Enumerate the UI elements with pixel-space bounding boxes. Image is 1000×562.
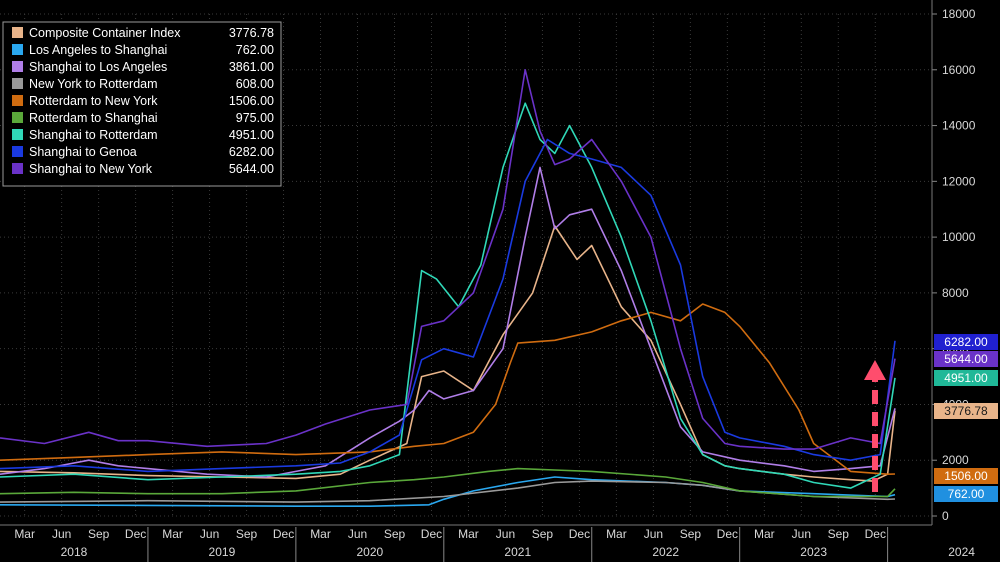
- y-tick-label: 10000: [942, 230, 976, 244]
- legend-swatch-shanghai-to-new-york: [12, 163, 23, 174]
- y-tick-label: 18000: [942, 7, 976, 21]
- series-line-shanghai-to-los-angeles: [0, 166, 896, 478]
- legend-label-shanghai-to-rotterdam: Shanghai to Rotterdam: [29, 128, 158, 142]
- series-line-composite-container-index: [0, 225, 896, 482]
- legend-label-new-york-to-rotterdam: New York to Rotterdam: [29, 77, 158, 91]
- legend-swatch-shanghai-to-rotterdam: [12, 129, 23, 140]
- legend-swatch-rotterdam-to-shanghai: [12, 112, 23, 123]
- legend-label-composite-container-index: Composite Container Index: [29, 26, 181, 40]
- legend-label-shanghai-to-new-york: Shanghai to New York: [29, 162, 153, 176]
- x-tick-label: Dec: [865, 527, 886, 541]
- y-tick-label: 16000: [942, 63, 976, 77]
- x-tick-label: Mar: [14, 527, 35, 541]
- x-tick-label: Sep: [828, 527, 850, 541]
- x-tick-label: Jun: [52, 527, 71, 541]
- x-tick-label: Dec: [421, 527, 442, 541]
- x-tick-label: Jun: [792, 527, 811, 541]
- y-tick-label: 8000: [942, 286, 969, 300]
- x-tick-label: Mar: [754, 527, 775, 541]
- x-tick-label: Jun: [644, 527, 663, 541]
- legend-value-rotterdam-to-shanghai: 975.00: [236, 111, 274, 125]
- legend-value-los-angeles-to-shanghai: 762.00: [236, 43, 274, 57]
- last-value-badges: 6282.00 5644.00 4951.00 3776.78 1506.00 762.0…: [934, 334, 998, 502]
- series-line-shanghai-to-genoa: [0, 138, 896, 473]
- legend-value-shanghai-to-los-angeles: 3861.00: [229, 60, 274, 74]
- legend-value-rotterdam-to-new-york: 1506.00: [229, 94, 274, 108]
- series-lines: [0, 69, 896, 507]
- y-tick-label: 14000: [942, 119, 976, 133]
- legend-swatch-shanghai-to-los-angeles: [12, 61, 23, 72]
- legend-label-shanghai-to-los-angeles: Shanghai to Los Angeles: [29, 60, 167, 74]
- value-badge: [934, 351, 998, 367]
- x-year-label: 2023: [800, 545, 827, 559]
- x-tick-label: Dec: [273, 527, 294, 541]
- legend-swatch-shanghai-to-genoa: [12, 146, 23, 157]
- value-badge-label: 4951.00: [944, 371, 988, 385]
- x-tick-label: Sep: [532, 527, 554, 541]
- legend-value-new-york-to-rotterdam: 608.00: [236, 77, 274, 91]
- x-year-label: 2020: [356, 545, 383, 559]
- y-tick-label: 0: [942, 509, 949, 523]
- x-tick-label: Mar: [458, 527, 479, 541]
- legend-value-shanghai-to-rotterdam: 4951.00: [229, 128, 274, 142]
- x-tick-label: Jun: [348, 527, 367, 541]
- legend-value-composite-container-index: 3776.78: [229, 26, 274, 40]
- x-tick-label: Dec: [569, 527, 590, 541]
- legend-swatch-composite-container-index: [12, 27, 23, 38]
- value-badge-label: 762.00: [948, 487, 985, 501]
- x-year-label: 2019: [209, 545, 236, 559]
- x-tick-label: Mar: [162, 527, 183, 541]
- legend-box: [2, 21, 282, 187]
- value-badge-label: 6282.00: [944, 335, 988, 349]
- value-badge-label: 5644.00: [944, 352, 988, 366]
- x-tick-label: Jun: [200, 527, 219, 541]
- series-line-shanghai-to-new-york: [0, 69, 896, 450]
- value-badge: [934, 486, 998, 502]
- grid-lines: [0, 13, 932, 517]
- value-badge-label: 3776.78: [944, 404, 988, 418]
- x-year-label: 2022: [652, 545, 679, 559]
- legend-value-shanghai-to-genoa: 6282.00: [229, 145, 274, 159]
- x-tick-label: Sep: [384, 527, 406, 541]
- series-line-rotterdam-to-shanghai: [0, 467, 896, 498]
- x-tick-label: Dec: [717, 527, 738, 541]
- x-tick-label: Jun: [496, 527, 515, 541]
- x-tick-label: Mar: [310, 527, 331, 541]
- value-badge-label: 1506.00: [944, 469, 988, 483]
- legend-swatch-new-york-to-rotterdam: [12, 78, 23, 89]
- x-year-label: 2018: [61, 545, 88, 559]
- series-line-rotterdam-to-new-york: [0, 303, 896, 475]
- legend-label-rotterdam-to-shanghai: Rotterdam to Shanghai: [29, 111, 158, 125]
- value-badge: [934, 403, 998, 419]
- series-line-los-angeles-to-shanghai: [0, 476, 896, 507]
- legend-label-shanghai-to-genoa: Shanghai to Genoa: [29, 145, 137, 159]
- legend: Composite Container Index 3776.78 Los Ange…: [2, 21, 282, 187]
- x-year-label: 2024: [948, 545, 975, 559]
- x-tick-label: Dec: [125, 527, 146, 541]
- legend-label-rotterdam-to-new-york: Rotterdam to New York: [29, 94, 158, 108]
- x-tick-label: Sep: [236, 527, 258, 541]
- value-badge: [934, 468, 998, 484]
- x-tick-label: Sep: [680, 527, 702, 541]
- y-tick-label: 2000: [942, 453, 969, 467]
- legend-swatch-rotterdam-to-new-york: [12, 95, 23, 106]
- y-tick-label: 12000: [942, 174, 976, 188]
- x-year-label: 2021: [504, 545, 531, 559]
- up-arrow-annotation: [864, 360, 886, 492]
- legend-label-los-angeles-to-shanghai: Los Angeles to Shanghai: [29, 43, 167, 57]
- value-badge: [934, 334, 998, 350]
- x-tick-label: Sep: [88, 527, 110, 541]
- x-tick-label: Mar: [606, 527, 627, 541]
- legend-value-shanghai-to-new-york: 5644.00: [229, 162, 274, 176]
- x-axis: Mar Jun Sep Dec Mar Jun Sep Dec Mar Jun Sep Dec Mar J…: [14, 527, 975, 562]
- value-badge: [934, 370, 998, 386]
- legend-swatch-los-angeles-to-shanghai: [12, 44, 23, 55]
- series-line-shanghai-to-rotterdam: [0, 102, 896, 489]
